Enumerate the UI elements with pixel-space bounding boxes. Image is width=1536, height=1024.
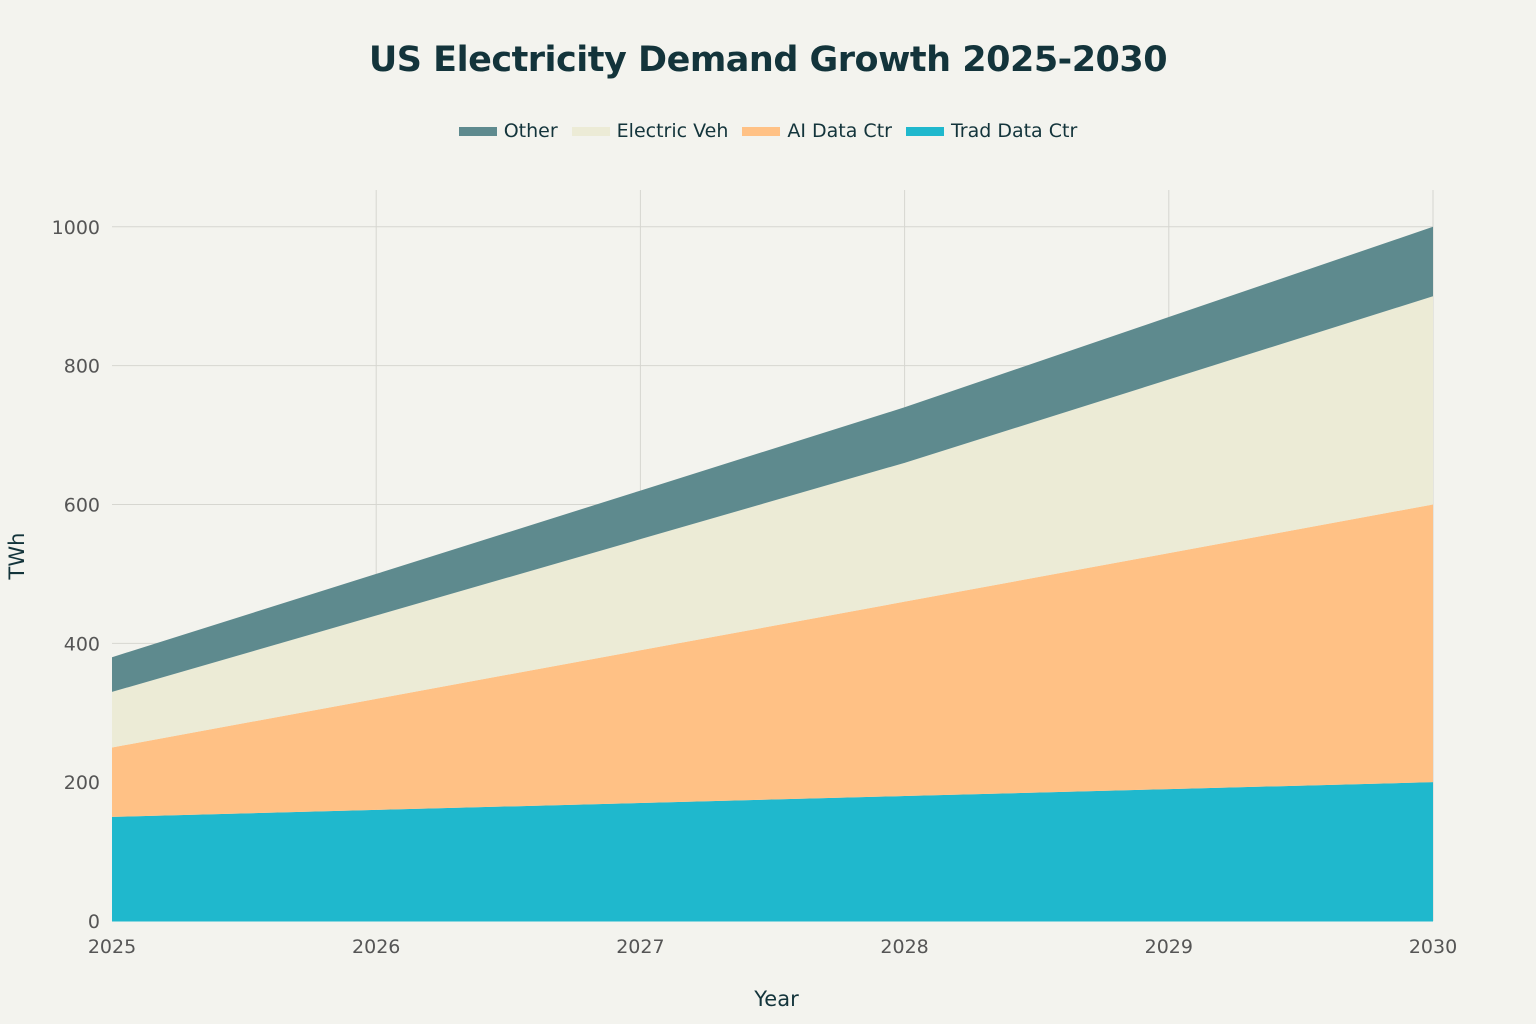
legend-swatch bbox=[905, 126, 944, 136]
x-tick-label: 2028 bbox=[880, 936, 928, 958]
legend-item[interactable]: AI Data Ctr bbox=[742, 120, 892, 142]
y-axis-title: TWh bbox=[5, 533, 29, 581]
y-tick-label: 0 bbox=[88, 911, 100, 933]
legend-label: Other bbox=[503, 120, 558, 142]
y-tick-label: 1000 bbox=[52, 217, 100, 239]
y-tick-label: 400 bbox=[64, 633, 100, 655]
area-trad-data-ctr bbox=[112, 782, 1433, 921]
legend-label: Electric Veh bbox=[616, 120, 729, 142]
area-ai-data-ctr bbox=[112, 504, 1433, 817]
x-axis-title: Year bbox=[753, 987, 799, 1011]
x-tick-label: 2025 bbox=[88, 936, 136, 958]
y-tick-label: 200 bbox=[64, 772, 100, 794]
area-other bbox=[112, 226, 1433, 692]
legend-swatch bbox=[571, 126, 610, 136]
legend-item[interactable]: Other bbox=[458, 120, 558, 142]
legend-swatch bbox=[458, 126, 497, 136]
y-tick-label: 800 bbox=[64, 356, 100, 378]
y-tick-label: 600 bbox=[64, 494, 100, 516]
x-tick-label: 2030 bbox=[1409, 936, 1457, 958]
legend-item[interactable]: Electric Veh bbox=[571, 120, 729, 142]
legend-swatch bbox=[742, 126, 781, 136]
chart-title: US Electricity Demand Growth 2025-2030 bbox=[368, 40, 1168, 80]
x-tick-label: 2029 bbox=[1145, 936, 1193, 958]
area-electric-veh bbox=[112, 296, 1433, 748]
legend-item[interactable]: Trad Data Ctr bbox=[905, 120, 1078, 142]
legend-label: AI Data Ctr bbox=[787, 120, 892, 142]
x-tick-label: 2026 bbox=[352, 936, 400, 958]
legend: Other Electric Veh AI Data Ctr Trad Data Ct… bbox=[0, 120, 1536, 142]
x-tick-label: 2027 bbox=[616, 936, 664, 958]
legend-label: Trad Data Ctr bbox=[950, 120, 1078, 142]
